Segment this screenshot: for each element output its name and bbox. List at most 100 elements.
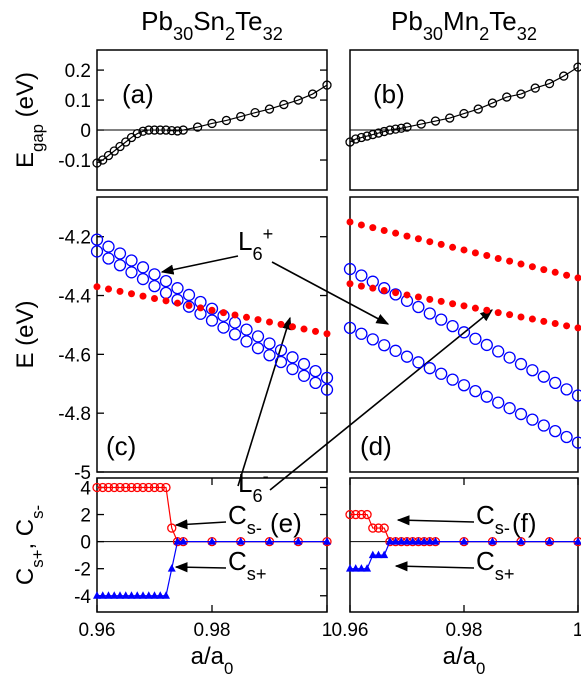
y-tick-label: -4.6 bbox=[58, 345, 91, 366]
triangle-point bbox=[150, 591, 159, 599]
circle-point bbox=[307, 89, 318, 99]
circle-point bbox=[492, 345, 505, 358]
circle-point bbox=[559, 71, 569, 81]
dot-point bbox=[105, 285, 112, 293]
circle-point bbox=[368, 523, 378, 533]
circle-point bbox=[126, 482, 137, 493]
text-part: 6 bbox=[252, 244, 262, 264]
circle-point bbox=[161, 482, 171, 493]
circle-point bbox=[167, 523, 177, 533]
arrow bbox=[160, 255, 239, 275]
dot-point bbox=[300, 325, 308, 333]
circle-point bbox=[345, 137, 355, 147]
plot-frame bbox=[349, 196, 579, 473]
triangle-point bbox=[265, 537, 274, 545]
text-part: L bbox=[238, 468, 252, 498]
panel-label: (f) bbox=[512, 508, 537, 538]
triangle-point bbox=[144, 591, 153, 599]
y-tick-label: 0.1 bbox=[65, 91, 91, 112]
circle-point bbox=[115, 141, 125, 152]
circle-point bbox=[322, 80, 332, 90]
y-tick-label: 0 bbox=[80, 121, 91, 142]
circle-point bbox=[309, 376, 322, 390]
text-part: gap bbox=[28, 124, 47, 152]
text-part: 0 bbox=[476, 659, 485, 678]
annotation: L6+ bbox=[238, 224, 273, 264]
text-part: 32 bbox=[517, 24, 537, 44]
text-part: s- bbox=[247, 518, 262, 538]
circle-point bbox=[148, 268, 161, 281]
circle-point bbox=[396, 123, 406, 133]
circle-point bbox=[537, 370, 550, 383]
circle-point bbox=[251, 342, 265, 355]
triangle-point bbox=[121, 591, 130, 599]
circle-point bbox=[537, 419, 550, 432]
y-axis-label: Cs+, Cs- bbox=[12, 505, 47, 585]
circle-point bbox=[435, 313, 448, 326]
y-tick-label: -4.2 bbox=[58, 228, 91, 249]
text-part: C bbox=[476, 500, 495, 530]
dot-point bbox=[220, 309, 227, 317]
circle-point bbox=[274, 355, 288, 369]
circle-point bbox=[366, 333, 379, 346]
circle-point bbox=[571, 389, 581, 402]
circle-point bbox=[103, 482, 114, 493]
circle-point bbox=[205, 302, 219, 315]
dot-point bbox=[563, 271, 571, 279]
circle-point bbox=[573, 62, 581, 72]
dot-point bbox=[185, 302, 193, 310]
circle-point bbox=[356, 509, 367, 520]
panel-label: (a) bbox=[122, 79, 154, 109]
circle-point bbox=[293, 95, 303, 105]
y-tick-label: -4 bbox=[74, 587, 91, 608]
dot-point bbox=[494, 309, 502, 317]
dot-point bbox=[254, 316, 262, 324]
triangle-point bbox=[179, 537, 188, 545]
circle-point bbox=[373, 523, 384, 533]
circle-point bbox=[430, 116, 441, 126]
circle-point bbox=[560, 383, 573, 396]
dot-point bbox=[483, 252, 491, 260]
triangle-point bbox=[408, 537, 417, 545]
triangle-point bbox=[460, 537, 468, 545]
dot-point bbox=[528, 263, 536, 271]
circle-point bbox=[149, 482, 160, 493]
circle-point bbox=[446, 319, 459, 333]
dot-point bbox=[563, 322, 571, 330]
dot-point bbox=[540, 317, 548, 325]
annotation: Cs+ bbox=[228, 546, 267, 584]
triangle-point bbox=[385, 537, 394, 545]
triangle-point bbox=[425, 537, 434, 545]
circle-point bbox=[182, 300, 196, 313]
circle-point bbox=[161, 125, 171, 135]
triangle-point bbox=[431, 537, 440, 545]
circle-point bbox=[159, 274, 173, 288]
triangle-point bbox=[414, 537, 423, 545]
circle-point bbox=[286, 351, 299, 364]
circle-point bbox=[503, 402, 516, 415]
circle-point bbox=[192, 122, 203, 132]
panel-label: (b) bbox=[373, 79, 405, 109]
dot-point bbox=[449, 300, 457, 308]
y-tick-label: 0 bbox=[80, 533, 91, 554]
circle-point bbox=[207, 118, 217, 129]
circle-point bbox=[400, 350, 414, 363]
x-tick-label: 1 bbox=[573, 620, 581, 641]
dot-point bbox=[369, 224, 377, 232]
text-part: Te bbox=[489, 6, 516, 36]
circle-point bbox=[263, 349, 276, 362]
annotation: L6- bbox=[238, 466, 269, 506]
circle-point bbox=[362, 509, 372, 520]
dot-point bbox=[414, 293, 422, 301]
circle-point bbox=[412, 300, 425, 314]
circle-point bbox=[549, 424, 562, 438]
y-tick-label: -4.8 bbox=[58, 404, 91, 425]
circle-point bbox=[385, 125, 395, 135]
circle-point bbox=[514, 407, 528, 421]
annotation: Cs- bbox=[476, 500, 510, 538]
dot-point bbox=[426, 238, 434, 246]
text-part: Sn bbox=[193, 6, 225, 36]
circle-point bbox=[560, 430, 573, 444]
circle-point bbox=[309, 364, 322, 378]
circle-point bbox=[263, 337, 276, 350]
